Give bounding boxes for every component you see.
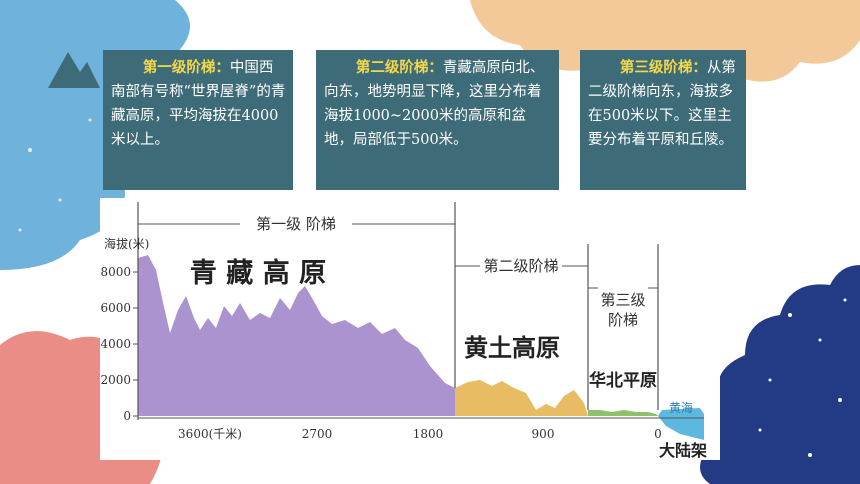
panel-body: 从第二级阶梯向东，海拔多在500米以下。这里主要分布着平原和丘陵。 xyxy=(588,60,736,148)
y-tick-label: 8000 xyxy=(100,265,131,279)
sea-label: 黄海 xyxy=(669,400,693,415)
x-tick-label: 1800 xyxy=(413,427,444,441)
step-3-terrain-area xyxy=(588,410,658,416)
panel-step-1: 第一级阶梯：中国西南部有号称“世界屋脊”的青藏高原，平均海拔在4000米以上。 xyxy=(103,50,293,190)
region-qingzang: 青 藏 高 原 xyxy=(190,257,326,289)
panel-body: 中国西南部有号称“世界屋脊”的青藏高原，平均海拔在4000米以上。 xyxy=(111,60,286,148)
step-2-label: 第二级阶梯 xyxy=(483,257,558,275)
step-1-label: 第一级 阶梯 xyxy=(256,215,336,233)
panel-title: 第二级阶梯： xyxy=(355,59,443,76)
panel-step-3: 第三级阶梯：从第二级阶梯向东，海拔多在500米以下。这里主要分布着平原和丘陵。 xyxy=(580,50,746,190)
step-1-terrain-area xyxy=(138,255,455,416)
y-axis-label: 海拔(米) xyxy=(104,236,149,251)
terrain-profile-svg: 第一级 阶梯 第二级阶梯 第三级 阶梯 青 藏 高 原 黄土高原 华北平原 黄海… xyxy=(100,202,707,460)
x-tick-label: 900 xyxy=(532,427,555,441)
sea-area xyxy=(658,408,704,440)
y-tick-label: 0 xyxy=(123,409,131,423)
panel-title: 第三级阶梯： xyxy=(619,59,707,76)
y-tick-label: 2000 xyxy=(100,373,131,387)
panel-body: 青藏高原向北、向东，地势明显下降，这里分布着海拔1000~2000米的高原和盆地… xyxy=(324,60,545,148)
mountain-icon xyxy=(48,52,100,88)
y-tick-label: 6000 xyxy=(100,301,131,315)
step-3-label-line-2: 阶梯 xyxy=(608,311,638,329)
shelf-label: 大陆架 xyxy=(659,441,707,460)
step-2-terrain-area xyxy=(455,380,588,416)
panel-step-2: 第二级阶梯：青藏高原向北、向东，地势明显下降，这里分布着海拔1000~2000米… xyxy=(316,50,559,190)
x-tick-label: 0 xyxy=(654,427,662,441)
y-tick-label: 4000 xyxy=(100,337,131,351)
step-3-label-line-1: 第三级 xyxy=(600,291,645,309)
region-huangtu: 黄土高原 xyxy=(464,333,560,362)
x-tick-label: 2700 xyxy=(302,427,333,441)
panel-title: 第一级阶梯： xyxy=(142,59,230,76)
x-tick-label: 3600(千米) xyxy=(178,427,242,441)
terrain-profile-diagram: 第一级 阶梯 第二级阶梯 第三级 阶梯 青 藏 高 原 黄土高原 华北平原 黄海… xyxy=(100,198,720,460)
region-huabei: 华北平原 xyxy=(589,370,657,391)
